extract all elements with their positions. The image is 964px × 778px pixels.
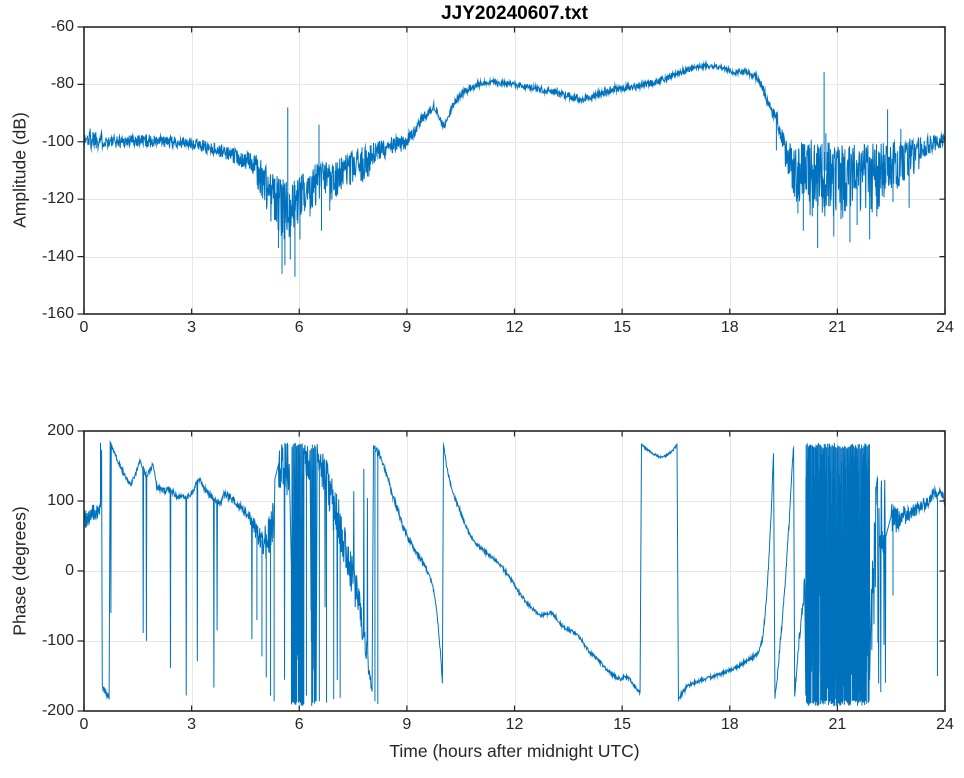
phase-y-tick-label: 0	[65, 562, 74, 579]
phase-y-tick-label: -100	[41, 632, 74, 649]
amplitude-x-tick-label: 24	[936, 319, 954, 336]
phase-x-tick-label: 6	[294, 716, 304, 733]
phase-y-tick-label: 200	[47, 422, 74, 439]
phase-y-tick-label: -200	[41, 702, 74, 719]
phase-x-tick-label: 12	[505, 716, 524, 733]
amplitude-y-axis-label: Amplitude (dB)	[9, 112, 30, 228]
plot-title: JJY20240607.txt	[441, 3, 588, 24]
amplitude-x-tick-label: 15	[613, 319, 632, 336]
amplitude-y-tick-label: -80	[50, 75, 74, 93]
amplitude-y-tick-label: -140	[41, 247, 74, 265]
phase-x-tick-label: 18	[720, 716, 739, 733]
amplitude-x-tick-label: 18	[720, 319, 739, 336]
amplitude-x-tick-label: 21	[828, 319, 847, 336]
amplitude-x-tick-label: 0	[79, 319, 89, 336]
phase-y-tick-label: 100	[47, 492, 74, 509]
amplitude-y-tick-label: -100	[41, 132, 74, 150]
phase-x-tick-label: 15	[613, 716, 632, 733]
phase-x-tick-label: 3	[187, 716, 197, 733]
amplitude-x-tick-label: 9	[402, 319, 412, 336]
x-axis-label: Time (hours after midnight UTC)	[389, 741, 640, 761]
amplitude-x-tick-label: 6	[294, 319, 304, 336]
phase-x-tick-label: 24	[936, 716, 954, 733]
amplitude-y-tick-label: -60	[50, 18, 74, 35]
amplitude-x-tick-label: 3	[187, 319, 197, 336]
phase-x-tick-label: 21	[828, 716, 847, 733]
phase-x-tick-label: 9	[402, 716, 412, 733]
amplitude-y-tick-label: -160	[41, 305, 74, 322]
amplitude-x-tick-label: 12	[505, 319, 524, 336]
phase-x-tick-label: 0	[79, 716, 89, 733]
amplitude-y-tick-label: -120	[41, 190, 74, 208]
